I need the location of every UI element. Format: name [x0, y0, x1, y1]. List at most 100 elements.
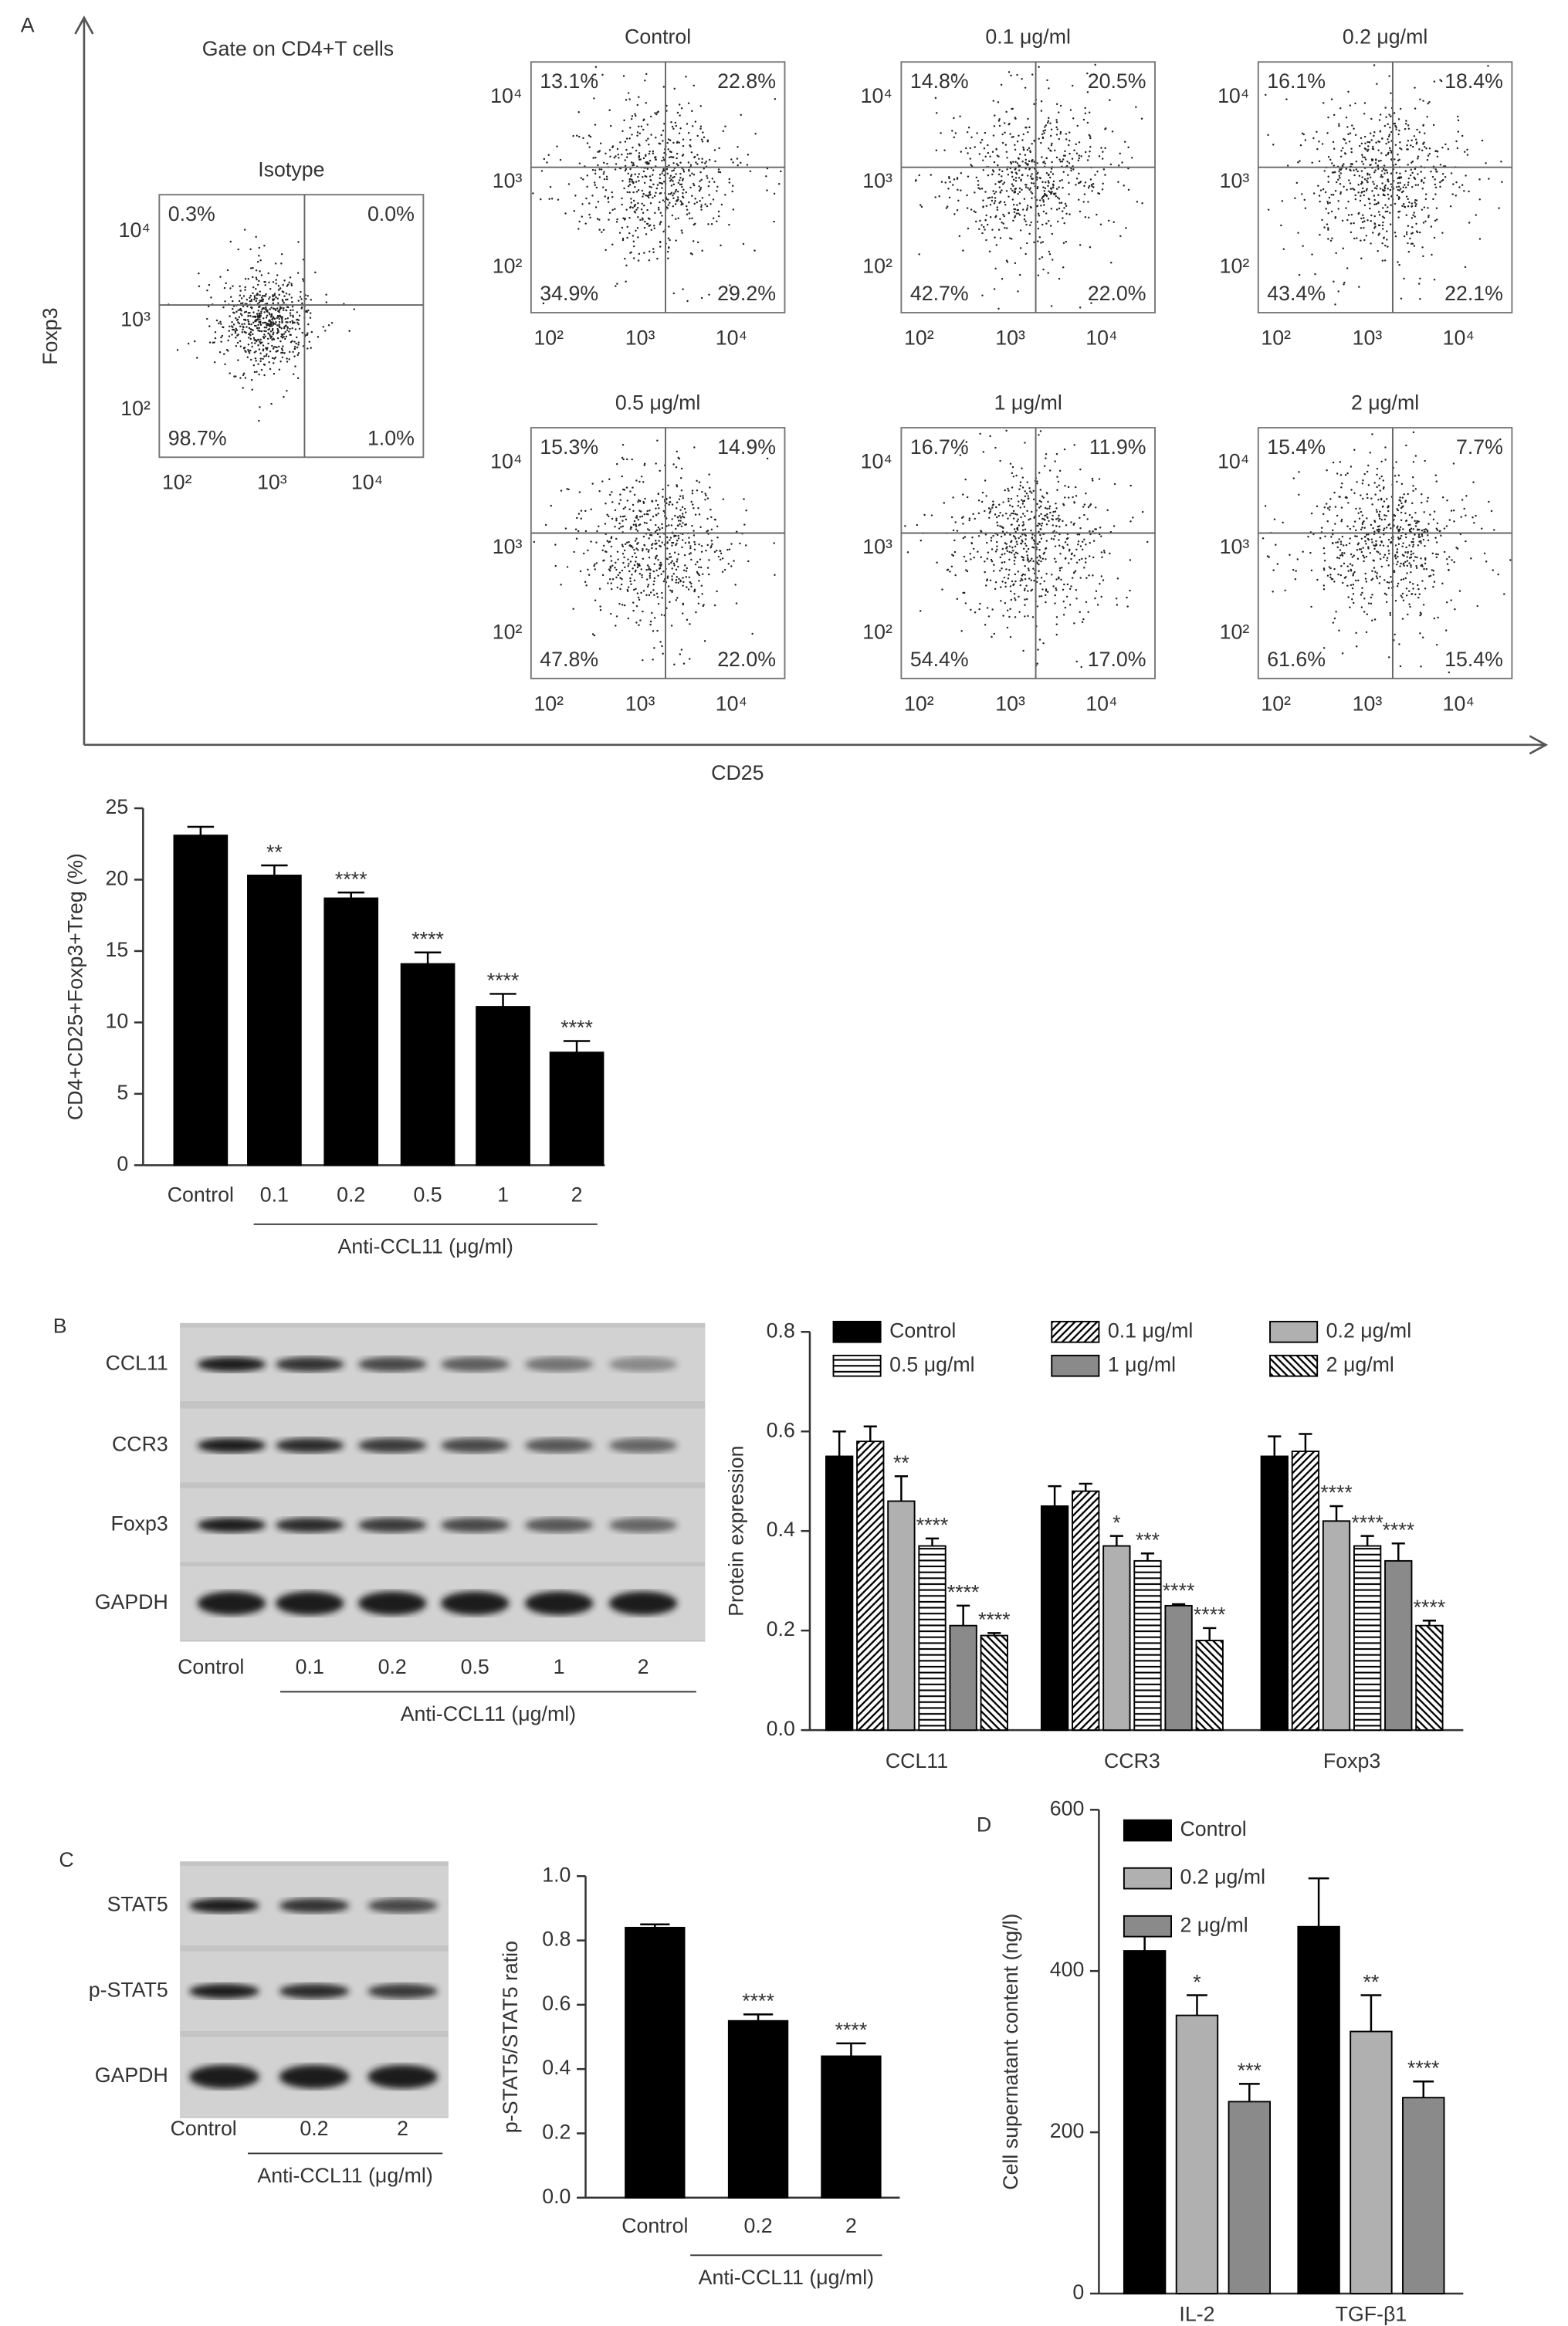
event-dot [269, 325, 272, 328]
event-dot [1385, 142, 1387, 145]
event-dot [238, 300, 241, 303]
event-dot [1014, 598, 1017, 601]
event-dot [578, 135, 581, 138]
event-dot [1444, 143, 1447, 146]
event-dot [1373, 183, 1375, 185]
event-dot [1396, 508, 1398, 510]
event-dot [681, 539, 684, 541]
event-dot [286, 285, 289, 287]
event-dot [1028, 577, 1031, 580]
event-dot [1396, 548, 1399, 550]
event-dot [1067, 486, 1070, 489]
event-dot [1040, 110, 1043, 112]
event-dot [1363, 217, 1365, 219]
event-dot [1350, 188, 1352, 190]
event-dot [1057, 220, 1059, 223]
event-dot [578, 162, 581, 164]
event-dot [263, 355, 266, 357]
event-dot [280, 252, 283, 256]
event-dot [963, 536, 967, 538]
event-dot [1052, 173, 1055, 175]
event-dot [1065, 537, 1068, 540]
event-dot [679, 653, 682, 655]
y-tick-label: 10⁴ [490, 450, 522, 473]
event-dot [252, 337, 256, 340]
event-dot [645, 222, 649, 225]
event-dot [1412, 537, 1414, 540]
event-dot [1376, 510, 1378, 513]
event-dot [1377, 249, 1379, 252]
event-dot [259, 314, 262, 317]
event-dot [1412, 489, 1414, 493]
event-dot [949, 570, 951, 573]
event-dot [621, 515, 625, 518]
event-dot [634, 203, 637, 206]
event-dot [249, 311, 251, 314]
event-dot [1371, 190, 1373, 192]
event-dot [1056, 489, 1058, 491]
event-dot [994, 446, 997, 449]
event-dot [1083, 193, 1086, 195]
event-dot [1033, 516, 1035, 520]
event-dot [276, 274, 279, 276]
lane-label: 2 [638, 1655, 649, 1678]
y-tick-label: 25 [105, 795, 128, 818]
event-dot [1373, 198, 1376, 201]
event-dot [671, 503, 674, 506]
event-dot [1031, 192, 1034, 195]
event-dot [599, 142, 602, 144]
event-dot [1480, 527, 1483, 530]
event-dot [1045, 453, 1048, 455]
event-dot [1019, 481, 1022, 483]
event-dot [1351, 598, 1353, 601]
event-dot [1370, 214, 1373, 217]
legend-label: 0.5 μg/ml [889, 1353, 975, 1376]
event-dot [1104, 174, 1106, 176]
event-dot [1430, 170, 1432, 173]
event-dot [577, 530, 580, 533]
event-dot [1370, 579, 1373, 581]
event-dot [1428, 147, 1431, 150]
event-dot [956, 178, 959, 180]
event-dot [1101, 556, 1103, 559]
event-dot [295, 342, 297, 345]
event-dot [1470, 557, 1472, 560]
event-dot [676, 111, 679, 114]
event-dot [1091, 190, 1093, 192]
event-dot [1041, 495, 1044, 498]
event-dot [662, 570, 665, 573]
event-dot [1014, 144, 1016, 147]
event-dot [1063, 207, 1065, 209]
event-dot [1012, 185, 1014, 188]
event-dot [277, 302, 279, 304]
event-dot [1076, 533, 1079, 536]
event-dot [1427, 575, 1431, 577]
event-dot [1363, 226, 1365, 229]
event-dot [257, 323, 259, 327]
event-dot [1378, 224, 1381, 227]
event-dot [1039, 557, 1042, 559]
event-dot [1068, 496, 1070, 499]
event-dot [1395, 126, 1397, 129]
event-dot [1016, 552, 1019, 555]
event-dot [1407, 181, 1410, 184]
event-dot [1381, 506, 1384, 508]
event-dot [1012, 584, 1014, 587]
event-dot [1088, 574, 1090, 577]
event-dot [665, 168, 669, 171]
event-dot [1434, 474, 1438, 476]
event-dot [1360, 528, 1363, 531]
event-dot [1031, 161, 1033, 163]
event-dot [619, 141, 621, 144]
event-dot [1340, 150, 1343, 152]
event-dot [1072, 496, 1074, 499]
event-dot [659, 641, 662, 643]
event-dot [632, 182, 635, 185]
event-dot [1422, 255, 1424, 258]
event-dot [606, 162, 608, 165]
event-dot [679, 520, 682, 522]
event-dot [1350, 570, 1353, 572]
event-dot [696, 560, 699, 564]
event-dot [1349, 168, 1351, 171]
event-dot [275, 321, 277, 323]
